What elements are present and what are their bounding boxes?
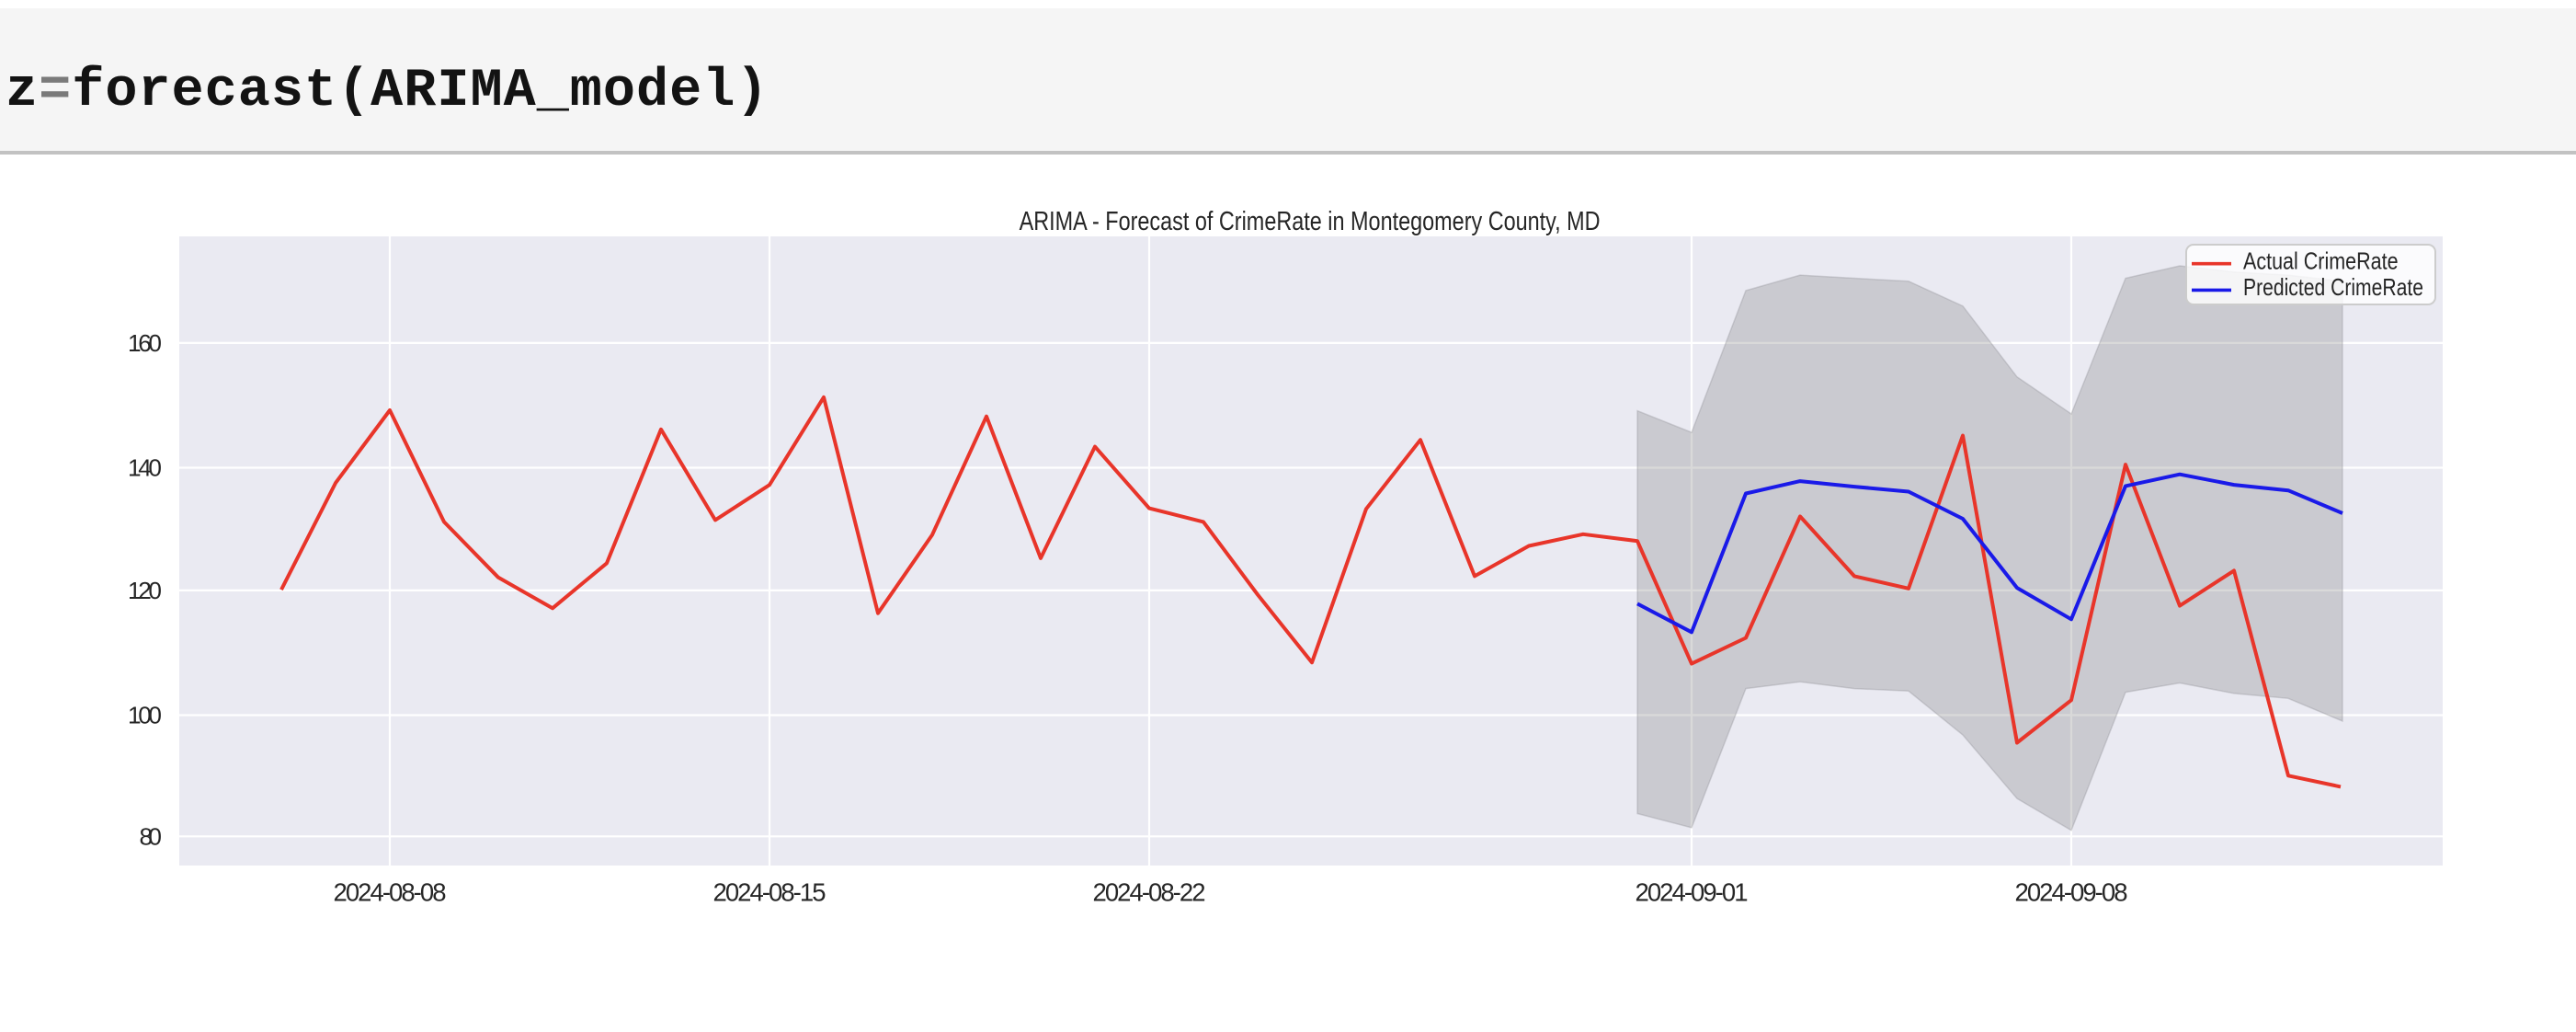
svg-text:ARIMA - Forecast of CrimeRate: ARIMA - Forecast of CrimeRate in Montego…: [1020, 207, 1601, 236]
svg-text:2024-08-15: 2024-08-15: [713, 878, 826, 907]
svg-text:Predicted CrimeRate: Predicted CrimeRate: [2243, 275, 2423, 301]
svg-text:120: 120: [128, 577, 162, 604]
svg-text:80: 80: [140, 822, 163, 850]
svg-text:Actual CrimeRate: Actual CrimeRate: [2243, 248, 2399, 274]
svg-text:140: 140: [128, 454, 162, 482]
svg-text:2024-08-08: 2024-08-08: [334, 878, 447, 907]
svg-text:2024-09-01: 2024-09-01: [1636, 878, 1749, 907]
svg-text:100: 100: [128, 702, 162, 729]
svg-text:2024-09-08: 2024-09-08: [2015, 878, 2128, 907]
svg-text:160: 160: [128, 329, 162, 357]
svg-text:2024-08-22: 2024-08-22: [1093, 878, 1206, 907]
